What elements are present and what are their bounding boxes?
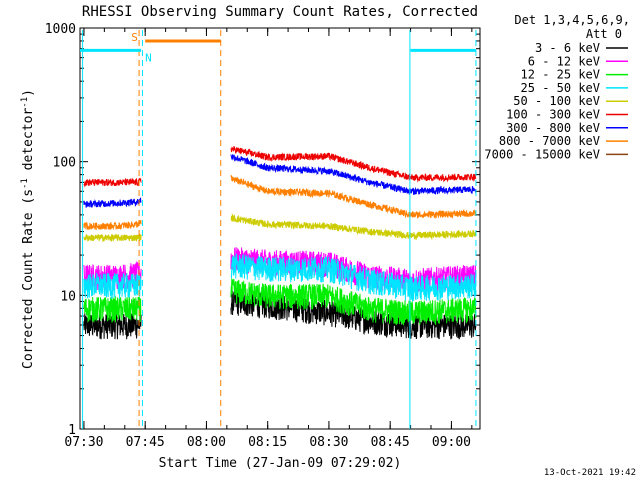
legend-label: 7000 - 15000 keV [484,147,600,161]
x-tick-label: 07:45 [126,435,165,450]
y-tick-label: 100 [53,156,76,171]
y-axis-label-main: Corrected Count Rate (s [21,189,36,369]
legend-label: 25 - 50 keV [521,81,600,95]
legend-label: 12 - 25 keV [521,68,600,82]
series-line-5 [83,146,477,188]
y-axis-label-mid: detector [21,108,36,179]
series-line-7 [83,175,477,231]
legend-label: 800 - 7000 keV [499,134,600,148]
series-layer [83,146,477,340]
legend-label: 3 - 6 keV [535,41,600,55]
y-axis-label: Corrected Count Rate (s-1 detector-1) [20,89,36,369]
chart-title: RHESSI Observing Summary Count Rates, Co… [82,4,478,20]
x-tick-label: 07:30 [64,435,103,450]
x-axis: 07:30 07:45 08:00 08:15 08:30 08:45 09:00 [64,28,473,450]
legend-label: 6 - 12 keV [528,54,600,68]
series-line-2 [83,278,477,326]
legend-label: 300 - 800 keV [506,121,600,135]
y-axis-label-sup2: -1 [20,97,30,108]
flag-layer: SN [80,31,476,64]
y-axis-label-end: ) [21,89,36,97]
series-line-3 [83,253,477,302]
series-line-4 [83,213,477,243]
plot-frame [79,27,481,430]
flag-label: S [131,31,138,44]
x-tick-label: 08:15 [248,435,287,450]
flag-label: N [145,51,152,64]
y-axis: 1 10 100 1000 [45,22,480,438]
legend-label: 100 - 300 keV [506,108,600,122]
series-line-6 [83,154,477,208]
x-tick-label: 08:30 [309,435,348,450]
x-tick-label: 08:45 [371,435,410,450]
y-axis-label-sup1: -1 [20,178,30,189]
legend-subtitle: Att 0 [586,27,622,41]
generation-timestamp: 13-Oct-2021 19:42 [544,468,636,478]
y-tick-label: 10 [60,289,76,304]
x-axis-label: Start Time (27-Jan-09 07:29:02) [159,456,402,471]
legend-label: 50 - 100 keV [513,94,600,108]
x-tick-label: 08:00 [187,435,226,450]
legend-title: Det 1,3,4,5,6,9, [514,13,630,27]
x-tick-label: 09:00 [432,435,471,450]
y-tick-label: 1 [68,423,76,438]
y-tick-label: 1000 [45,22,76,37]
marker-layer [82,30,477,429]
